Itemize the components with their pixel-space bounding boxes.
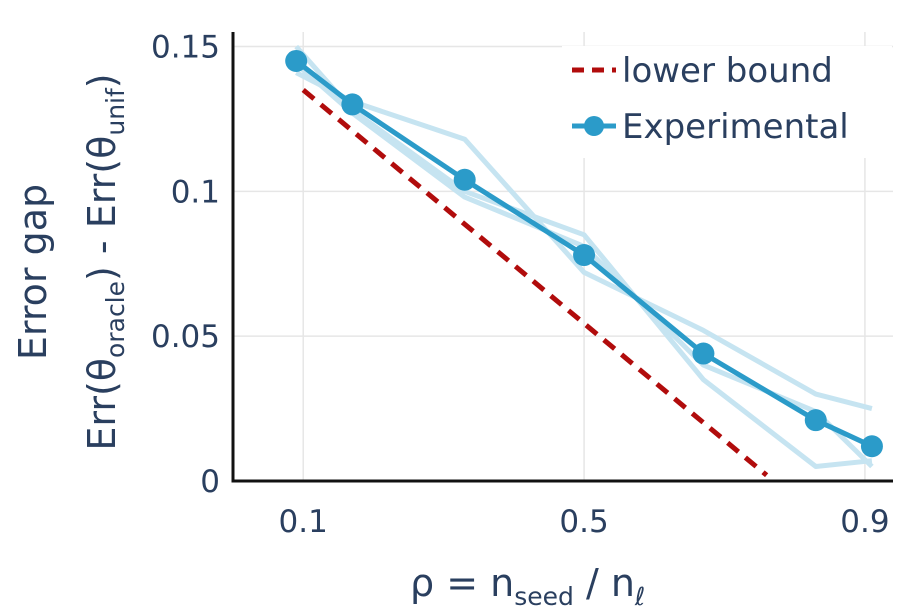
experimental-point bbox=[453, 168, 476, 191]
x-tick-label: 0.5 bbox=[559, 504, 608, 540]
legend-experimental-label: Experimental bbox=[622, 107, 849, 147]
experimental-point bbox=[692, 342, 715, 365]
y-axis-title-line1: Error gap bbox=[11, 184, 55, 360]
x-tick-label: 0.9 bbox=[840, 504, 889, 540]
x-tick-labels: 0.1 0.5 0.9 bbox=[279, 504, 890, 540]
x-tick-label: 0.1 bbox=[279, 504, 328, 540]
y-tick-label: 0.05 bbox=[151, 319, 220, 355]
series-layer bbox=[285, 49, 883, 478]
y-tick-label: 0.1 bbox=[171, 174, 220, 210]
y-tick-label: 0.15 bbox=[151, 29, 220, 65]
y-axis-title-line2: Err(θoracle) - Err(θunif) bbox=[80, 73, 130, 450]
legend: lower bound Experimental bbox=[562, 46, 892, 158]
y-tick-label: 0 bbox=[200, 464, 220, 500]
experimental-point bbox=[285, 49, 308, 72]
y-tick-labels: 0 0.05 0.1 0.15 bbox=[151, 29, 220, 500]
experimental-point bbox=[860, 435, 883, 458]
experimental-point bbox=[804, 409, 827, 432]
legend-experimental-marker bbox=[584, 116, 604, 136]
experimental-point bbox=[341, 93, 364, 116]
legend-lower-bound-label: lower bound bbox=[622, 51, 833, 91]
experimental-point bbox=[573, 244, 596, 267]
x-axis-title: ρ = nseed / nℓ bbox=[410, 561, 645, 611]
lower-bound-line bbox=[301, 88, 769, 478]
